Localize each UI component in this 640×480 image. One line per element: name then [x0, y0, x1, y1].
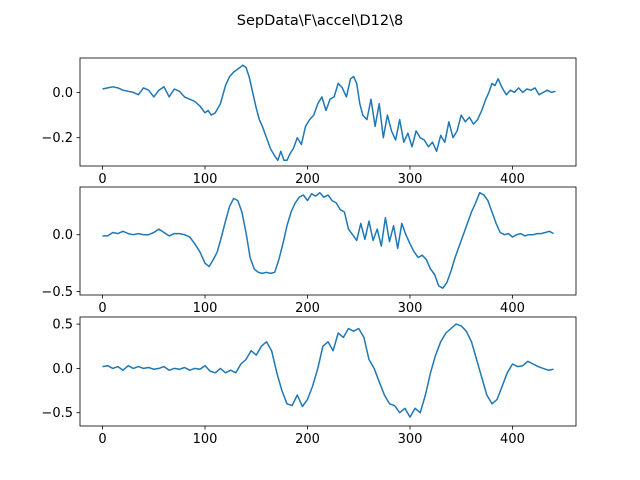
figure-title: SepData\F\accel\D12\8 [237, 13, 403, 29]
x-tick-label: 0 [98, 172, 106, 187]
x-tick-label: 400 [500, 432, 525, 447]
x-tick-label: 0 [98, 432, 106, 447]
y-tick-label: 0.0 [52, 86, 73, 101]
subplot-2: 0 100 200 300 400 −0.5 0.0 [41, 186, 577, 316]
axes-frame [79, 316, 577, 427]
y-tick-label: −0.5 [41, 406, 73, 421]
y-tick-label: 0.5 [52, 318, 73, 333]
y-tick-label: −0.2 [41, 131, 73, 146]
x-tick-label: 100 [193, 432, 218, 447]
series-line-1-1 [102, 64, 556, 162]
x-tick-label: 100 [193, 301, 218, 316]
x-tick-label: 400 [500, 172, 525, 187]
x-tick-label: 200 [295, 172, 320, 187]
x-tick-label: 200 [295, 301, 320, 316]
subplot-3: 0 100 200 300 400 −0.5 0.0 0.5 [41, 316, 577, 447]
axes-frame [79, 57, 577, 167]
x-tick-label: 300 [398, 172, 423, 187]
x-tick-label: 400 [500, 301, 525, 316]
y-tick-label: −0.5 [41, 285, 73, 300]
x-tick-label: 100 [193, 172, 218, 187]
y-tick-label: 0.0 [52, 362, 73, 377]
x-tick-label: 300 [398, 432, 423, 447]
subplot-1: 0 100 200 300 400 −0.2 0.0 [41, 57, 577, 187]
series-line-2-1 [102, 191, 554, 289]
x-tick-label: 300 [398, 301, 423, 316]
y-tick-label: 0.0 [52, 228, 73, 243]
axes-frame [79, 186, 577, 296]
x-tick-label: 0 [98, 301, 106, 316]
series-line-3-1 [102, 323, 554, 418]
x-tick-label: 200 [295, 432, 320, 447]
